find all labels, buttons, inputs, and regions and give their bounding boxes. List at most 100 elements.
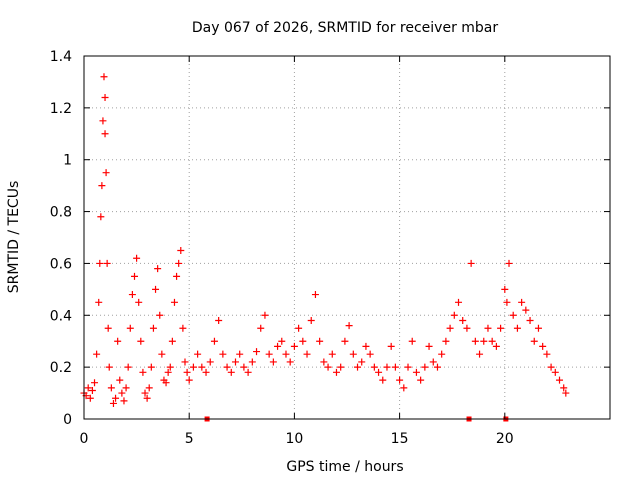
data-point bbox=[484, 324, 492, 332]
data-point bbox=[501, 285, 509, 293]
data-point bbox=[286, 358, 294, 366]
data-point bbox=[349, 350, 357, 358]
data-point bbox=[139, 368, 147, 376]
data-point bbox=[168, 337, 176, 345]
data-point bbox=[189, 363, 197, 371]
y-tick-label: 0.2 bbox=[50, 360, 72, 376]
data-point bbox=[274, 342, 282, 350]
y-tick-label: 1.2 bbox=[50, 101, 72, 117]
data-point bbox=[429, 358, 437, 366]
data-point bbox=[135, 298, 143, 306]
data-point bbox=[91, 379, 99, 387]
data-point bbox=[102, 169, 110, 177]
data-point bbox=[316, 337, 324, 345]
data-point bbox=[166, 363, 174, 371]
data-point bbox=[265, 350, 273, 358]
data-point bbox=[311, 291, 319, 299]
data-point bbox=[152, 285, 160, 293]
data-point bbox=[560, 384, 568, 392]
data-point bbox=[145, 384, 153, 392]
data-point bbox=[194, 350, 202, 358]
data-point bbox=[179, 324, 187, 332]
data-point bbox=[366, 350, 374, 358]
data-point bbox=[337, 363, 345, 371]
grid-lines bbox=[84, 56, 610, 419]
data-point bbox=[278, 337, 286, 345]
data-point bbox=[154, 265, 162, 273]
data-point bbox=[137, 337, 145, 345]
data-point bbox=[170, 298, 178, 306]
data-point bbox=[107, 384, 115, 392]
data-point bbox=[120, 397, 128, 405]
data-point bbox=[362, 342, 370, 350]
data-point bbox=[438, 350, 446, 358]
data-point bbox=[433, 363, 441, 371]
data-point bbox=[133, 254, 141, 262]
data-point bbox=[551, 368, 559, 376]
data-point bbox=[175, 259, 183, 267]
data-point bbox=[147, 363, 155, 371]
data-point bbox=[530, 337, 538, 345]
data-point bbox=[556, 376, 564, 384]
y-tick-label: 1.4 bbox=[50, 49, 72, 65]
y-tick-label: 1 bbox=[63, 153, 72, 169]
data-point bbox=[93, 350, 101, 358]
data-point bbox=[248, 358, 256, 366]
data-point bbox=[463, 324, 471, 332]
data-point bbox=[122, 384, 130, 392]
data-point bbox=[417, 376, 425, 384]
data-point bbox=[101, 93, 109, 101]
data-point bbox=[492, 342, 500, 350]
data-point bbox=[253, 348, 261, 356]
data-point bbox=[509, 311, 517, 319]
y-tick-label: 0 bbox=[63, 412, 72, 428]
data-point bbox=[387, 342, 395, 350]
data-point bbox=[513, 324, 521, 332]
data-point bbox=[183, 368, 191, 376]
series-srmtid bbox=[80, 73, 570, 407]
data-point bbox=[98, 182, 106, 190]
data-point bbox=[299, 337, 307, 345]
data-point bbox=[370, 363, 378, 371]
y-tick-label: 0.6 bbox=[50, 256, 72, 272]
data-point bbox=[518, 298, 526, 306]
data-point bbox=[332, 368, 340, 376]
data-point bbox=[141, 389, 149, 397]
data-point bbox=[223, 363, 231, 371]
data-point bbox=[562, 389, 570, 397]
data-point bbox=[95, 298, 103, 306]
x-tick-label: 15 bbox=[391, 431, 409, 447]
data-point bbox=[543, 350, 551, 358]
chart-title: Day 067 of 2026, SRMTID for receiver mba… bbox=[192, 20, 499, 36]
data-point bbox=[471, 337, 479, 345]
data-point bbox=[112, 394, 120, 402]
data-point bbox=[476, 350, 484, 358]
data-point bbox=[156, 311, 164, 319]
y-axis-label: SRMTID / TECUs bbox=[6, 181, 22, 294]
data-point bbox=[539, 342, 547, 350]
data-point bbox=[84, 384, 92, 392]
data-point bbox=[320, 358, 328, 366]
data-point bbox=[116, 376, 124, 384]
data-point bbox=[358, 358, 366, 366]
x-tick-label: 20 bbox=[496, 431, 514, 447]
data-point bbox=[162, 379, 170, 387]
data-point bbox=[526, 316, 534, 324]
data-point bbox=[185, 376, 193, 384]
data-point bbox=[173, 272, 181, 280]
plot-frame bbox=[83, 55, 611, 420]
data-point bbox=[442, 337, 450, 345]
axis-ticks: 0 5 10 15 20 0 0.2 0.4 0.6 0.8 1 1.2 1.4 bbox=[50, 49, 610, 447]
data-point bbox=[505, 259, 513, 267]
data-point bbox=[455, 298, 463, 306]
data-point bbox=[103, 259, 111, 267]
data-point bbox=[202, 368, 210, 376]
data-point bbox=[236, 350, 244, 358]
data-point bbox=[149, 324, 157, 332]
data-point bbox=[164, 368, 172, 376]
data-point bbox=[522, 306, 530, 314]
data-point bbox=[290, 342, 298, 350]
data-point bbox=[231, 358, 239, 366]
data-point bbox=[425, 342, 433, 350]
data-point bbox=[158, 350, 166, 358]
